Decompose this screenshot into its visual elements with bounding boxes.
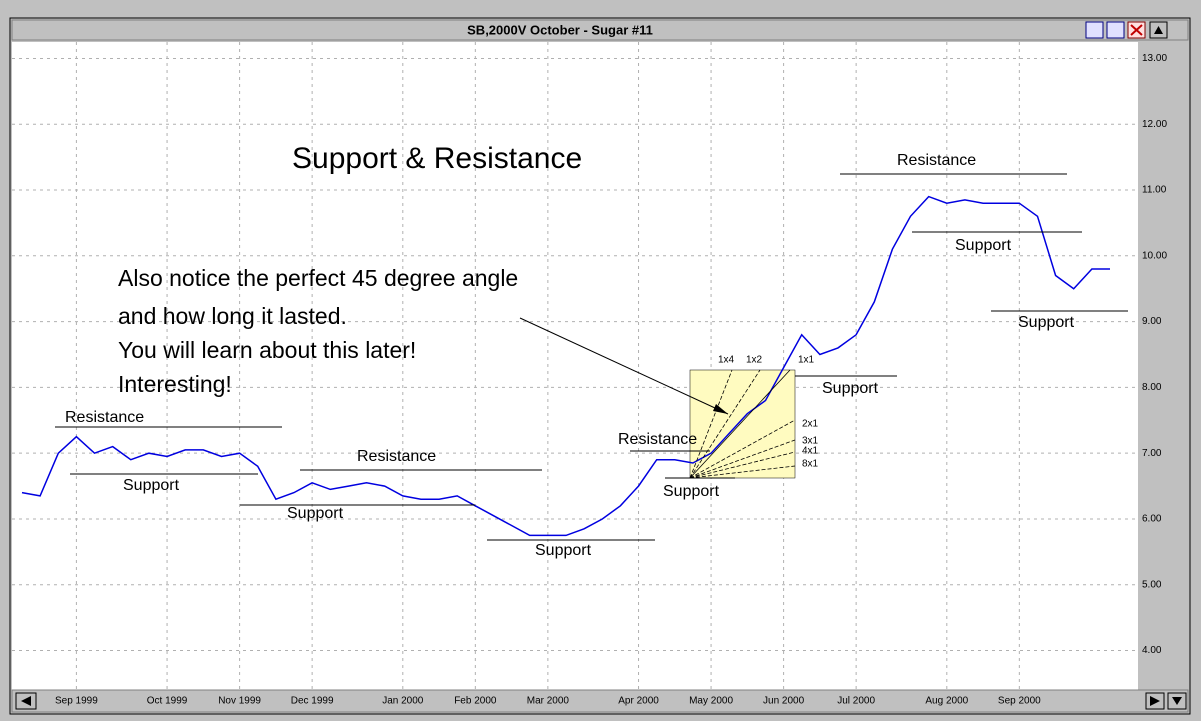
y-tick-label: 11.00 bbox=[1142, 185, 1167, 196]
note: Interesting! bbox=[118, 371, 232, 397]
note: and how long it lasted. bbox=[118, 303, 347, 329]
arrow bbox=[1172, 697, 1182, 705]
fan-label: 3x1 bbox=[802, 436, 819, 447]
level-label: Support bbox=[955, 237, 1012, 254]
fan-label: 1x1 bbox=[798, 355, 815, 366]
fan-label: 1x4 bbox=[718, 355, 735, 366]
x-tick-label: Oct 1999 bbox=[147, 696, 188, 707]
y-tick-label: 4.00 bbox=[1142, 645, 1162, 656]
level-label: Support bbox=[822, 380, 879, 397]
fan-label: 8x1 bbox=[802, 459, 819, 470]
fan-label: 4x1 bbox=[802, 446, 819, 457]
arrow-head bbox=[713, 404, 728, 414]
price-line bbox=[21, 195, 1110, 537]
y-tick-label: 10.00 bbox=[1142, 250, 1167, 261]
heading: Support & Resistance bbox=[292, 142, 582, 175]
arrow bbox=[21, 696, 31, 706]
y-tick-label: 6.00 bbox=[1142, 514, 1162, 525]
close-icon bbox=[1130, 24, 1143, 36]
icon-button[interactable] bbox=[1085, 21, 1104, 39]
y-tick-label: 8.00 bbox=[1142, 382, 1162, 393]
level-label: Support bbox=[1018, 314, 1075, 331]
fan-line bbox=[689, 419, 796, 479]
window-title: SB,2000V October - Sugar #11 bbox=[467, 22, 653, 37]
note: You will learn about this later! bbox=[118, 337, 416, 363]
y-tick-label: 7.00 bbox=[1142, 448, 1162, 459]
marks bbox=[21, 195, 1110, 537]
level-label: Resistance bbox=[357, 448, 436, 465]
x-tick-label: May 2000 bbox=[689, 696, 733, 707]
y-tick-label: 12.00 bbox=[1142, 119, 1167, 130]
pointer-arrow bbox=[519, 317, 729, 415]
icon-button[interactable] bbox=[1106, 21, 1125, 39]
x-tick-label: Sep 2000 bbox=[998, 696, 1041, 707]
fan-line bbox=[689, 369, 733, 479]
x-tick-label: Jul 2000 bbox=[837, 696, 875, 707]
x-axis-scrollbar bbox=[11, 689, 1189, 713]
level-label: Support bbox=[663, 483, 720, 500]
level-label: Support bbox=[535, 542, 592, 559]
title-bar bbox=[11, 19, 1189, 41]
fan-line bbox=[689, 439, 796, 479]
y-tick-label: 9.00 bbox=[1142, 316, 1162, 327]
arrow bbox=[1154, 26, 1163, 34]
level-label: Support bbox=[287, 505, 344, 522]
y-tick-label: 5.00 bbox=[1142, 579, 1162, 590]
x-tick-label: Feb 2000 bbox=[454, 696, 497, 707]
x-tick-label: Nov 1999 bbox=[218, 696, 261, 707]
x-tick-label: Mar 2000 bbox=[527, 696, 570, 707]
x-tick-label: Dec 1999 bbox=[291, 696, 334, 707]
level-label: Resistance bbox=[618, 431, 697, 448]
arrow bbox=[1150, 696, 1160, 706]
level-label: Resistance bbox=[65, 409, 144, 426]
x-tick-label: Jun 2000 bbox=[763, 696, 805, 707]
note: Also notice the perfect 45 degree angle bbox=[118, 265, 518, 291]
x-tick-label: Aug 2000 bbox=[925, 696, 968, 707]
level-label: Support bbox=[123, 477, 180, 494]
x-tick-label: Jan 2000 bbox=[382, 696, 424, 707]
fan-line bbox=[689, 369, 791, 479]
level-label: Resistance bbox=[897, 152, 976, 169]
fan-label: 1x2 bbox=[746, 355, 763, 366]
x-tick-label: Apr 2000 bbox=[618, 696, 659, 707]
fan-line bbox=[689, 369, 761, 479]
grid bbox=[12, 42, 1138, 690]
x-tick-label: Sep 1999 bbox=[55, 696, 98, 707]
y-axis-panel bbox=[1138, 42, 1188, 690]
fan-line bbox=[689, 451, 796, 479]
fan-label: 2x1 bbox=[802, 419, 819, 430]
plot-area bbox=[12, 42, 1138, 690]
gann-box bbox=[689, 369, 796, 479]
y-tick-label: 13.00 bbox=[1142, 53, 1167, 64]
